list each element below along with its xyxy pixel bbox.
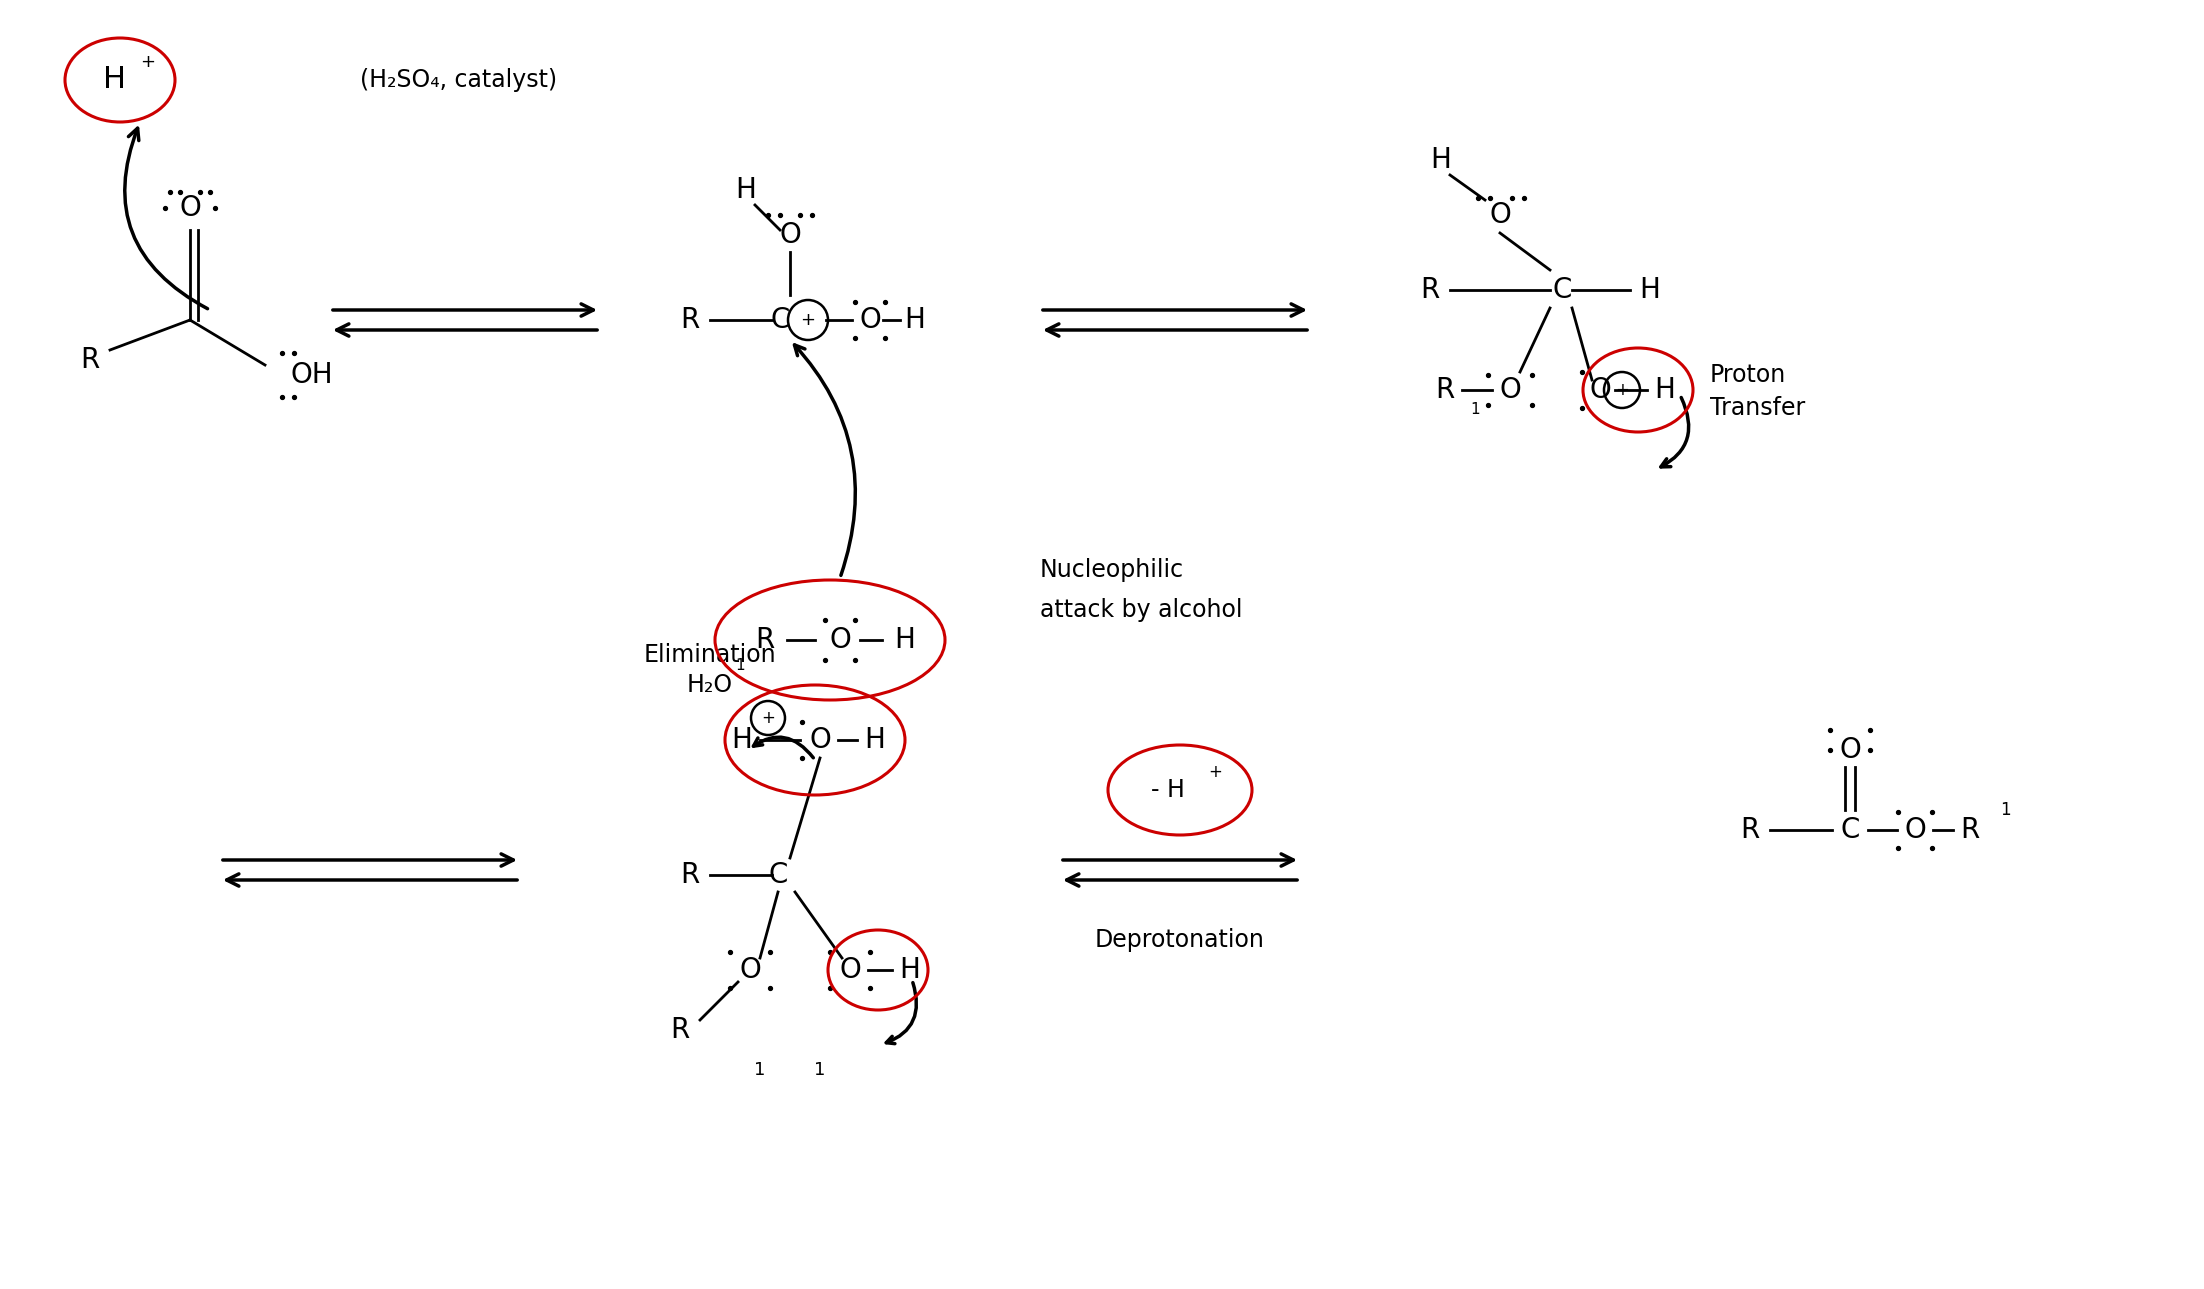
Text: O: O xyxy=(179,195,201,222)
Text: O: O xyxy=(809,726,831,754)
Text: R: R xyxy=(756,626,774,654)
Text: O: O xyxy=(829,626,851,654)
Text: +: + xyxy=(1616,382,1629,400)
Text: O: O xyxy=(1499,376,1521,403)
Text: H: H xyxy=(1640,276,1660,304)
Text: Elimination: Elimination xyxy=(644,643,776,666)
Text: R: R xyxy=(79,345,99,374)
Text: R: R xyxy=(1419,276,1439,304)
Text: Nucleophilic: Nucleophilic xyxy=(1040,558,1184,583)
Text: 1: 1 xyxy=(754,1061,765,1079)
Text: O: O xyxy=(1904,816,1926,844)
Text: H: H xyxy=(864,726,886,754)
Text: attack by alcohol: attack by alcohol xyxy=(1040,598,1243,623)
Text: O: O xyxy=(1589,376,1611,403)
Text: H: H xyxy=(899,956,921,984)
Text: R: R xyxy=(1741,816,1759,844)
Text: +: + xyxy=(800,311,815,329)
Text: C: C xyxy=(769,861,787,889)
Text: +: + xyxy=(141,53,156,71)
Text: 1: 1 xyxy=(736,657,745,673)
Text: O: O xyxy=(738,956,760,984)
Text: R: R xyxy=(1435,376,1455,403)
Text: - H: - H xyxy=(1150,779,1186,802)
Text: O: O xyxy=(840,956,862,984)
Text: 1: 1 xyxy=(813,1061,826,1079)
Text: Transfer: Transfer xyxy=(1710,396,1805,420)
Text: (H₂SO₄, catalyst): (H₂SO₄, catalyst) xyxy=(359,68,558,92)
Text: H: H xyxy=(1655,376,1675,403)
Text: C: C xyxy=(1552,276,1571,304)
Text: Deprotonation: Deprotonation xyxy=(1095,928,1265,953)
Text: R: R xyxy=(670,1016,690,1044)
Text: R: R xyxy=(1959,816,1979,844)
Text: +: + xyxy=(1208,763,1221,781)
Text: C: C xyxy=(1840,816,1860,844)
Text: H₂O: H₂O xyxy=(688,673,734,697)
Text: OH: OH xyxy=(291,361,333,389)
Text: H: H xyxy=(734,177,756,204)
Text: H: H xyxy=(904,305,926,334)
Text: O: O xyxy=(780,220,800,249)
Text: R: R xyxy=(681,861,699,889)
Text: R: R xyxy=(681,305,699,334)
Text: O: O xyxy=(1838,736,1860,764)
Text: +: + xyxy=(760,709,776,727)
Text: 1: 1 xyxy=(1470,402,1479,418)
Text: H: H xyxy=(732,726,752,754)
Text: 1: 1 xyxy=(1999,800,2010,819)
Text: H: H xyxy=(1430,146,1450,174)
Text: O: O xyxy=(1490,201,1512,229)
Text: H: H xyxy=(895,626,915,654)
Text: O: O xyxy=(860,305,882,334)
Text: Proton: Proton xyxy=(1710,363,1785,387)
Text: H: H xyxy=(104,66,126,94)
Text: C: C xyxy=(771,305,789,334)
